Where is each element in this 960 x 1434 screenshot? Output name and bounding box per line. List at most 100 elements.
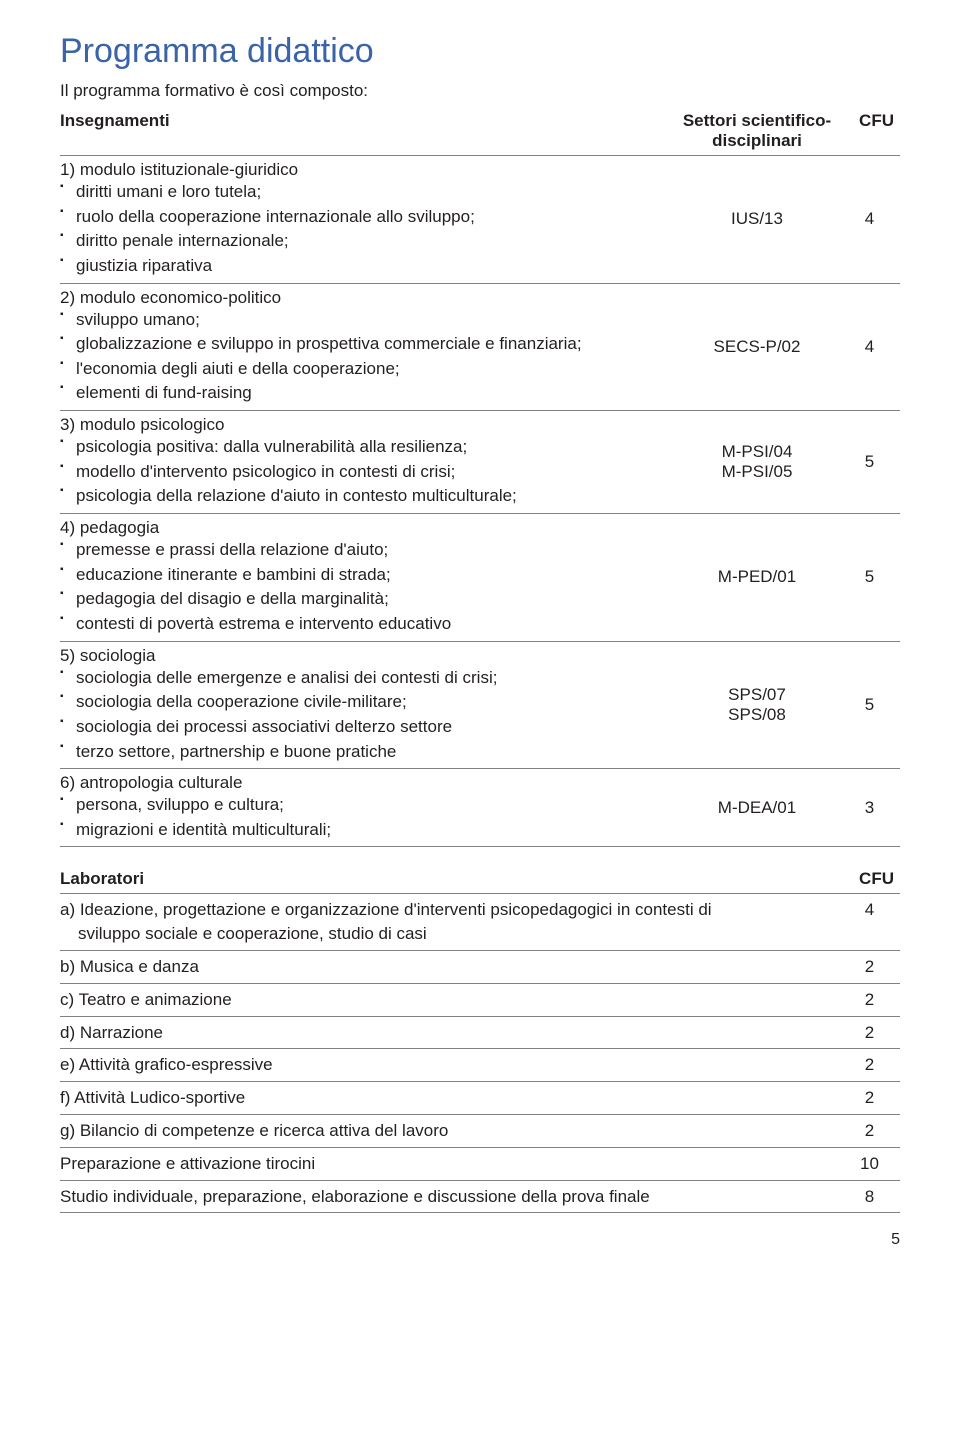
cfu-cell: 8 xyxy=(845,1180,900,1213)
module-items: sociologia delle emergenze e analisi dei… xyxy=(60,666,669,765)
ssd-cell: SECS-P/02 xyxy=(675,283,845,411)
lab-label-cell: e) Attività grafico-espressive xyxy=(60,1049,845,1082)
list-item: l'economia degli aiuti e della cooperazi… xyxy=(60,357,669,382)
table-row: Preparazione e attivazione tirocini 10 xyxy=(60,1147,900,1180)
lab-label-cell: f) Attività Ludico-sportive xyxy=(60,1082,845,1115)
cfu-cell: 2 xyxy=(845,1049,900,1082)
lab-label-line: Preparazione e attivazione tirocini xyxy=(60,1154,315,1173)
insegnamenti-table: Insegnamenti Settori scientifico- discip… xyxy=(60,107,900,847)
list-item: psicologia della relazione d'aiuto in co… xyxy=(60,484,669,509)
module-items: psicologia positiva: dalla vulnerabilità… xyxy=(60,435,669,509)
intro-text: Il programma formativo è così composto: xyxy=(60,81,900,101)
lab-label-cell: c) Teatro e animazione xyxy=(60,983,845,1016)
list-item: persona, sviluppo e cultura; xyxy=(60,793,669,818)
lab-label-line: g) Bilancio di competenze e ricerca atti… xyxy=(60,1121,448,1140)
cfu-cell: 2 xyxy=(845,1082,900,1115)
col-header-ssd: Settori scientifico- disciplinari xyxy=(675,107,845,156)
page-title: Programma didattico xyxy=(60,32,900,71)
module-cell: 1) modulo istituzionale-giuridicodiritti… xyxy=(60,156,675,284)
ssd-cell: M-PED/01 xyxy=(675,514,845,642)
table-row: 4) pedagogiapremesse e prassi della rela… xyxy=(60,514,900,642)
lab-label-line: a) Ideazione, progettazione e organizzaz… xyxy=(60,900,712,919)
module-items: sviluppo umano;globalizzazione e svilupp… xyxy=(60,308,669,407)
list-item: modello d'intervento psicologico in cont… xyxy=(60,460,669,485)
col-header-cfu-lab: CFU xyxy=(845,865,900,894)
list-item: sociologia dei processi associativi delt… xyxy=(60,715,669,740)
lab-label-line: b) Musica e danza xyxy=(60,957,199,976)
list-item: sociologia delle emergenze e analisi dei… xyxy=(60,666,669,691)
list-item: migrazioni e identità multiculturali; xyxy=(60,818,669,843)
col-header-insegnamenti: Insegnamenti xyxy=(60,107,675,156)
lab-label-line: Studio individuale, preparazione, elabor… xyxy=(60,1187,650,1206)
table-row: f) Attività Ludico-sportive 2 xyxy=(60,1082,900,1115)
list-item: contesti di povertà estrema e intervento… xyxy=(60,612,669,637)
list-item: terzo settore, partnership e buone prati… xyxy=(60,740,669,765)
module-title: 3) modulo psicologico xyxy=(60,415,669,435)
lab-label-line: e) Attività grafico-espressive xyxy=(60,1055,273,1074)
list-item: sociologia della cooperazione civile-mil… xyxy=(60,690,669,715)
module-title: 5) sociologia xyxy=(60,646,669,666)
cfu-cell: 4 xyxy=(845,894,900,951)
module-cell: 3) modulo psicologicopsicologia positiva… xyxy=(60,411,675,514)
lab-label-cell: Studio individuale, preparazione, elabor… xyxy=(60,1180,845,1213)
module-title: 2) modulo economico-politico xyxy=(60,288,669,308)
list-item: ruolo della cooperazione internazionale … xyxy=(60,205,669,230)
cfu-cell: 2 xyxy=(845,951,900,984)
module-cell: 4) pedagogiapremesse e prassi della rela… xyxy=(60,514,675,642)
module-cell: 6) antropologia culturalepersona, svilup… xyxy=(60,769,675,847)
cfu-cell: 2 xyxy=(845,983,900,1016)
cfu-cell: 10 xyxy=(845,1147,900,1180)
table-row: 3) modulo psicologicopsicologia positiva… xyxy=(60,411,900,514)
module-cell: 5) sociologiasociologia delle emergenze … xyxy=(60,641,675,769)
module-title: 6) antropologia culturale xyxy=(60,773,669,793)
col-header-cfu: CFU xyxy=(845,107,900,156)
cfu-cell: 2 xyxy=(845,1115,900,1148)
cfu-cell: 5 xyxy=(845,641,900,769)
table-row: 5) sociologiasociologia delle emergenze … xyxy=(60,641,900,769)
lab-label-cell: a) Ideazione, progettazione e organizzaz… xyxy=(60,894,845,951)
table-row: 2) modulo economico-politicosviluppo uma… xyxy=(60,283,900,411)
list-item: diritti umani e loro tutela; xyxy=(60,180,669,205)
ssd-cell: M-PSI/04 M-PSI/05 xyxy=(675,411,845,514)
lab-label-cell: Preparazione e attivazione tirocini xyxy=(60,1147,845,1180)
table-row: c) Teatro e animazione 2 xyxy=(60,983,900,1016)
cfu-cell: 4 xyxy=(845,156,900,284)
col-header-laboratori: Laboratori xyxy=(60,865,845,894)
table-row: g) Bilancio di competenze e ricerca atti… xyxy=(60,1115,900,1148)
lab-label-cell: b) Musica e danza xyxy=(60,951,845,984)
list-item: elementi di fund-raising xyxy=(60,381,669,406)
page-number: 5 xyxy=(60,1231,900,1249)
list-item: psicologia positiva: dalla vulnerabilità… xyxy=(60,435,669,460)
list-item: pedagogia del disagio e della marginalit… xyxy=(60,587,669,612)
list-item: diritto penale internazionale; xyxy=(60,229,669,254)
module-items: premesse e prassi della relazione d'aiut… xyxy=(60,538,669,637)
lab-label-cell: g) Bilancio di competenze e ricerca atti… xyxy=(60,1115,845,1148)
list-item: giustizia riparativa xyxy=(60,254,669,279)
cfu-cell: 4 xyxy=(845,283,900,411)
cfu-cell: 3 xyxy=(845,769,900,847)
module-items: diritti umani e loro tutela;ruolo della … xyxy=(60,180,669,279)
table-row: 1) modulo istituzionale-giuridicodiritti… xyxy=(60,156,900,284)
lab-label-line: sviluppo sociale e cooperazione, studio … xyxy=(60,922,839,946)
table-row: b) Musica e danza 2 xyxy=(60,951,900,984)
table-row: e) Attività grafico-espressive 2 xyxy=(60,1049,900,1082)
laboratori-table: Laboratori CFU a) Ideazione, progettazio… xyxy=(60,865,900,1213)
lab-label-line: c) Teatro e animazione xyxy=(60,990,232,1009)
table-row: d) Narrazione 2 xyxy=(60,1016,900,1049)
module-items: persona, sviluppo e cultura;migrazioni e… xyxy=(60,793,669,842)
list-item: educazione itinerante e bambini di strad… xyxy=(60,563,669,588)
lab-label-line: f) Attività Ludico-sportive xyxy=(60,1088,245,1107)
lab-label-cell: d) Narrazione xyxy=(60,1016,845,1049)
module-title: 1) modulo istituzionale-giuridico xyxy=(60,160,669,180)
table-row: 6) antropologia culturalepersona, svilup… xyxy=(60,769,900,847)
cfu-cell: 2 xyxy=(845,1016,900,1049)
ssd-cell: IUS/13 xyxy=(675,156,845,284)
module-cell: 2) modulo economico-politicosviluppo uma… xyxy=(60,283,675,411)
table-row: Studio individuale, preparazione, elabor… xyxy=(60,1180,900,1213)
ssd-cell: M-DEA/01 xyxy=(675,769,845,847)
cfu-cell: 5 xyxy=(845,411,900,514)
list-item: premesse e prassi della relazione d'aiut… xyxy=(60,538,669,563)
lab-label-line: d) Narrazione xyxy=(60,1023,163,1042)
table-row: a) Ideazione, progettazione e organizzaz… xyxy=(60,894,900,951)
module-title: 4) pedagogia xyxy=(60,518,669,538)
